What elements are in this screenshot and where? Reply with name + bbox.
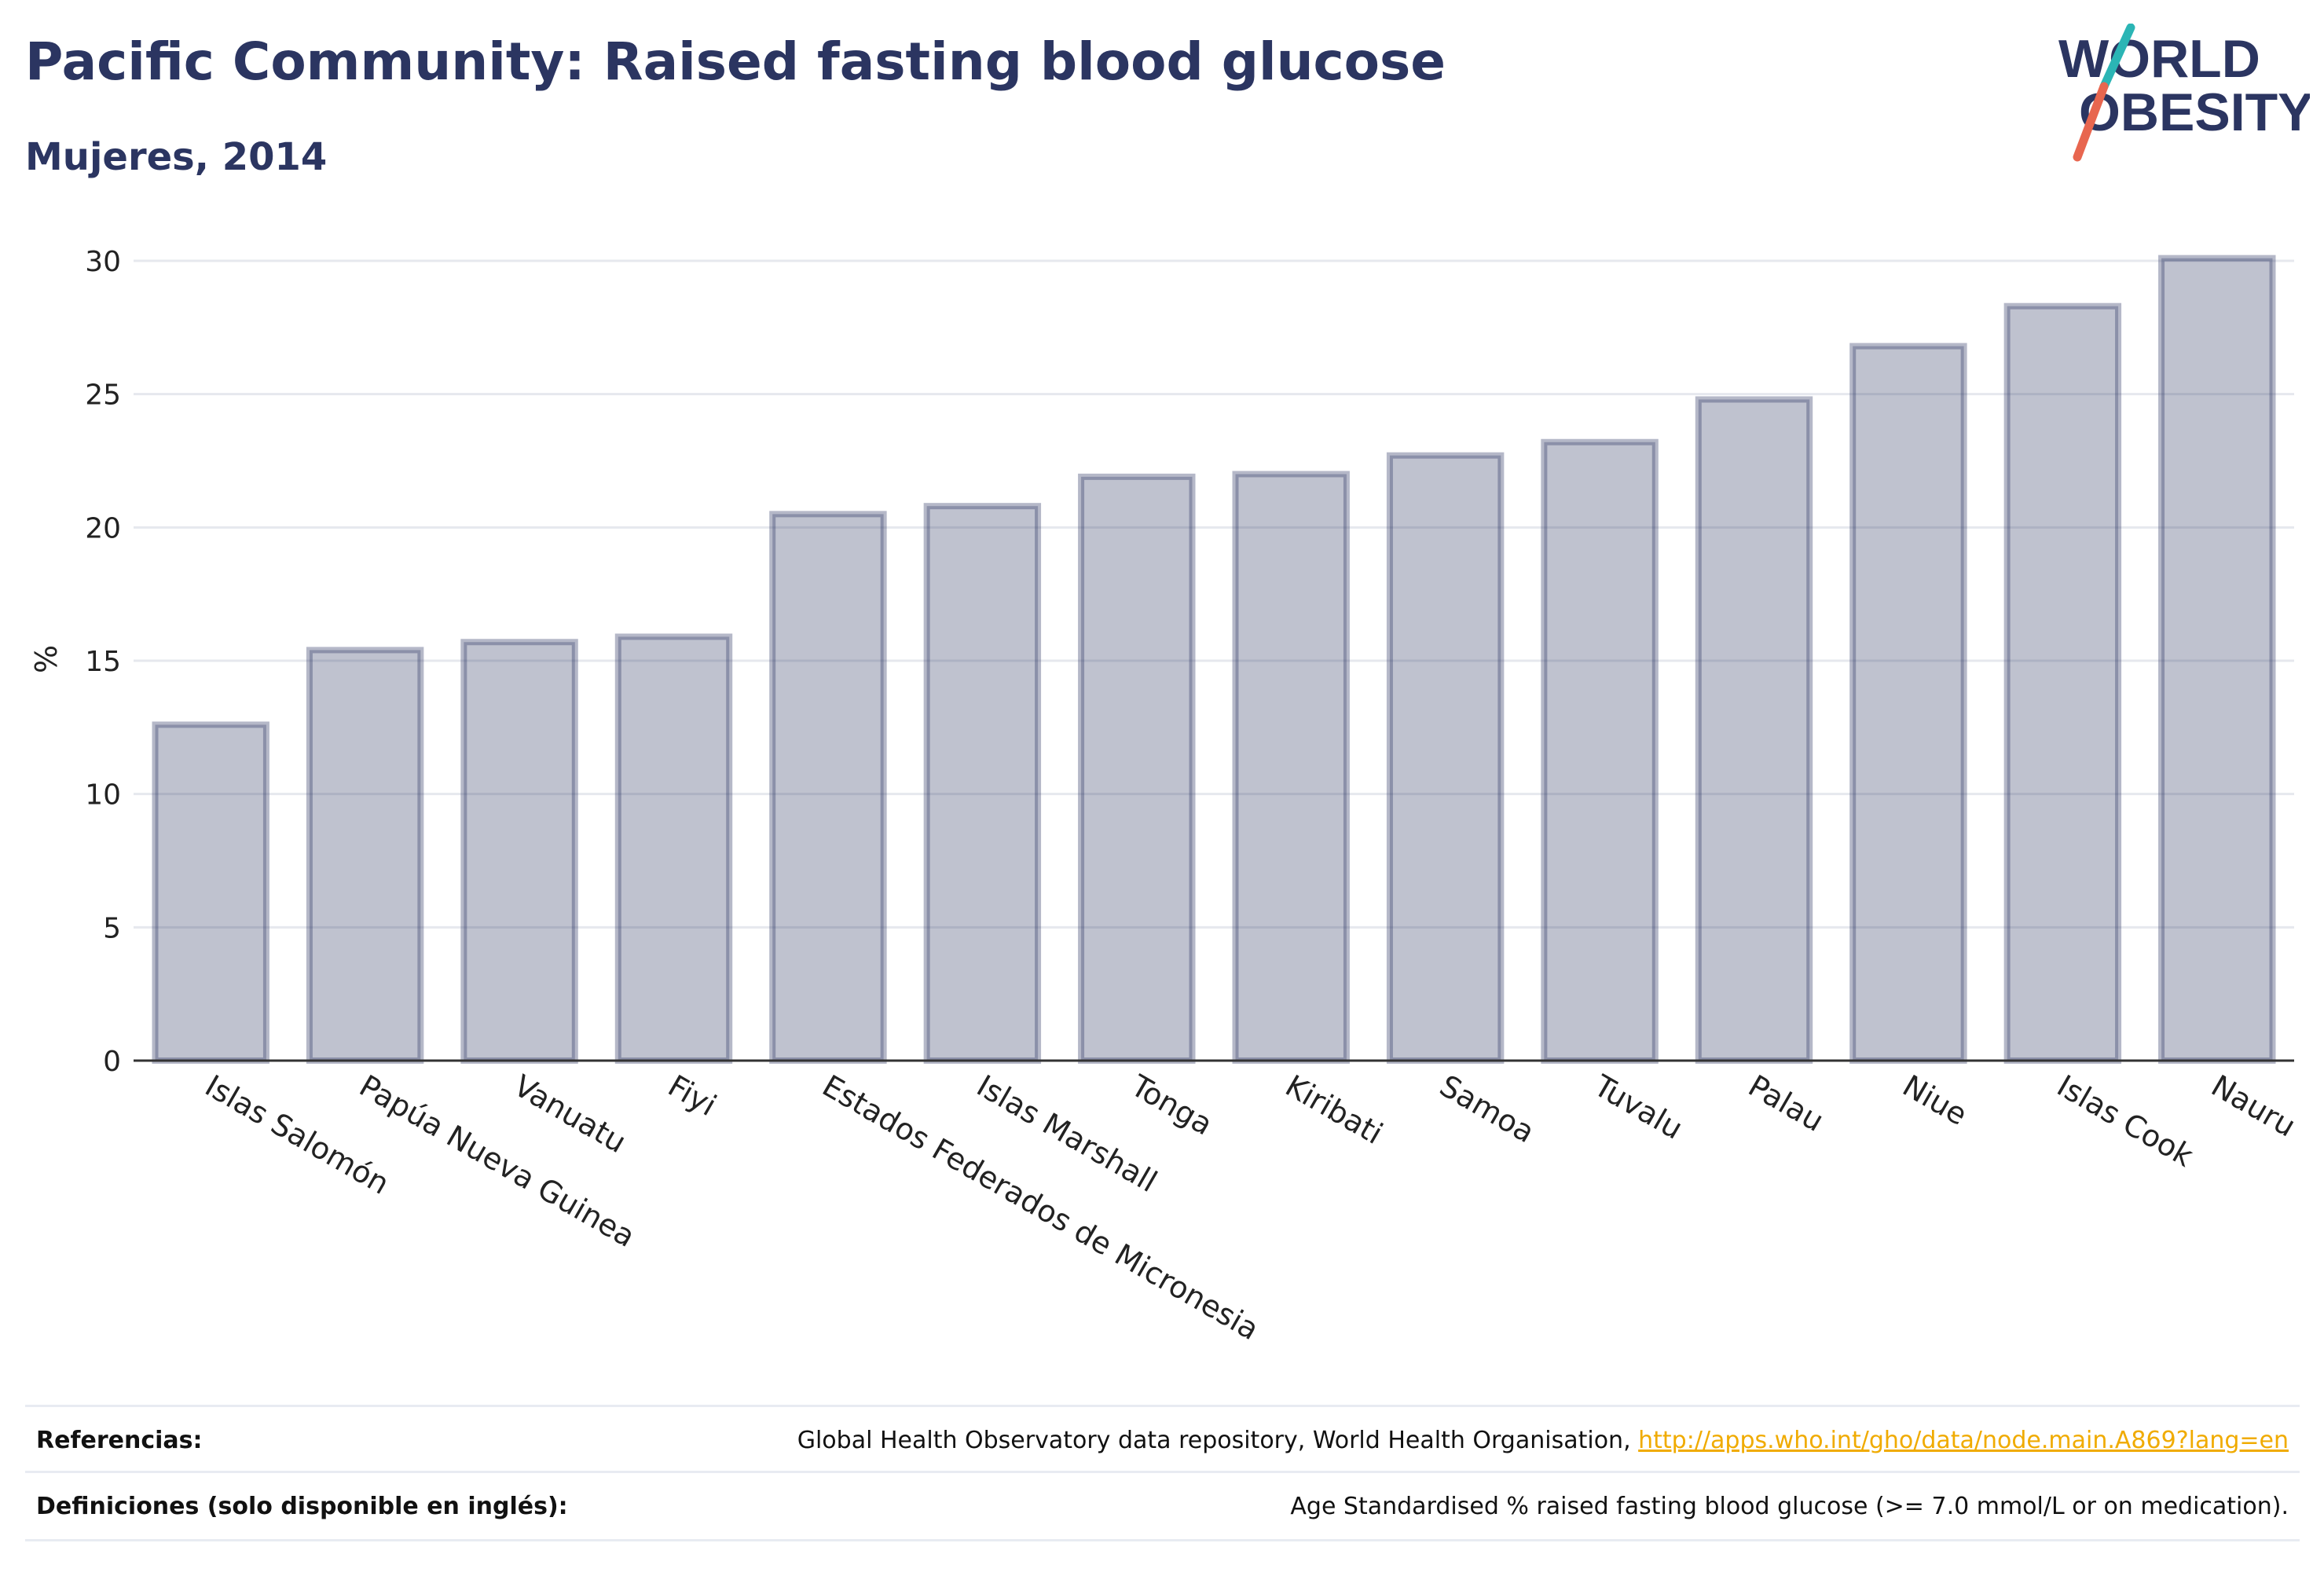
bar xyxy=(460,639,578,1064)
x-tick-label: Niue xyxy=(1897,1068,1973,1132)
bar xyxy=(923,503,1042,1064)
references-value: Global Health Observatory data repositor… xyxy=(797,1427,2300,1454)
x-tick-label: Islas Cook xyxy=(2051,1068,2199,1174)
logo-word-obesity: OBESITY xyxy=(2079,82,2310,142)
x-tick-label: Nauru xyxy=(2205,1068,2301,1144)
definitions-row: Definiciones (solo disponible en inglés)… xyxy=(25,1471,2300,1541)
chart-subtitle: Mujeres, 2014 xyxy=(25,135,328,179)
definitions-label: Definiciones (solo disponible en inglés)… xyxy=(36,1492,568,1520)
x-tick-label: Vanuatu xyxy=(508,1068,632,1160)
y-tick-label: 5 xyxy=(103,912,121,944)
bar xyxy=(614,633,733,1064)
x-tick-label: Palau xyxy=(1743,1068,1830,1138)
bar xyxy=(1849,343,1967,1064)
bar xyxy=(306,647,424,1064)
y-tick-label: 0 xyxy=(103,1046,121,1078)
y-tick-label: 30 xyxy=(85,246,121,278)
y-tick-label: 20 xyxy=(85,512,121,544)
x-tick-label: Samoa xyxy=(1434,1068,1540,1150)
references-text: Global Health Observatory data repositor… xyxy=(797,1426,1639,1454)
bar xyxy=(1232,471,1350,1064)
bar xyxy=(152,721,269,1064)
bar xyxy=(1541,438,1659,1064)
x-tick-label: Tuvalu xyxy=(1588,1068,1688,1146)
logo-slash-bottom xyxy=(2073,82,2109,162)
logo-word-world: WORLD xyxy=(2058,29,2260,89)
world-obesity-logo: WORLD OBESITY xyxy=(2058,24,2310,162)
bar xyxy=(2158,255,2276,1064)
definitions-value: Age Standardised % raised fasting blood … xyxy=(1290,1492,2289,1520)
bar xyxy=(1386,452,1505,1064)
references-row: Referencias: Global Health Observatory d… xyxy=(25,1405,2300,1473)
y-tick-label: 15 xyxy=(85,646,121,678)
bar xyxy=(1078,473,1196,1064)
y-tick-label: 25 xyxy=(85,379,121,412)
x-tick-label: Kiribati xyxy=(1280,1068,1389,1151)
references-link[interactable]: http://apps.who.int/gho/data/node.main.A… xyxy=(1638,1426,2289,1454)
y-axis-title: % xyxy=(29,645,64,673)
y-tick-label: 10 xyxy=(85,779,121,812)
x-tick-label: Tonga xyxy=(1124,1068,1218,1142)
x-tick-label: Papúa Nueva Guinea xyxy=(354,1068,641,1254)
chart-title: Pacific Community: Raised fasting blood … xyxy=(25,31,1446,92)
bar xyxy=(769,511,887,1064)
bar xyxy=(2003,302,2122,1065)
references-label: Referencias: xyxy=(36,1426,203,1454)
bar xyxy=(1695,396,1813,1065)
x-tick-label: Fiyi xyxy=(662,1068,722,1123)
logo-slash-top xyxy=(2099,24,2135,91)
